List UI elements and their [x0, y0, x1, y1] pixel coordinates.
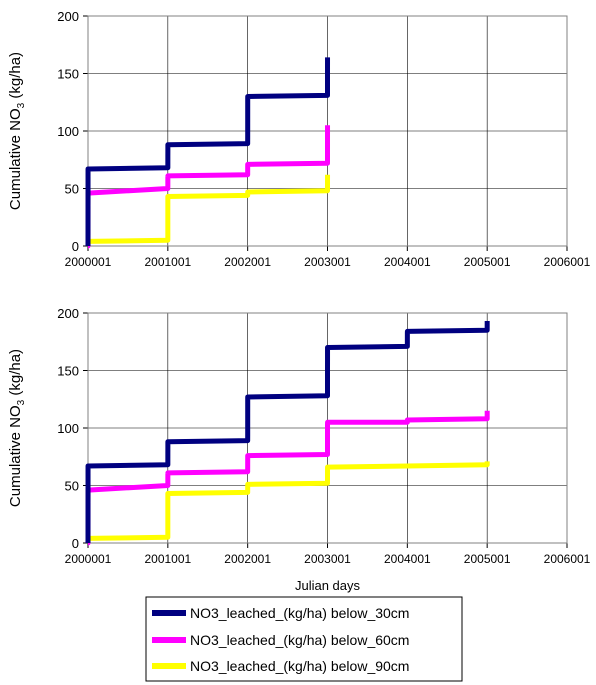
- legend-box: [145, 596, 463, 682]
- legend-label-30cm: NO3_leached_(kg/ha) below_30cm: [190, 605, 409, 621]
- y-axis-label-unit: (kg/ha): [7, 52, 24, 103]
- plot-border: [87, 312, 568, 544]
- y-tick-label: 200: [57, 306, 79, 321]
- series-line-90cm: [85, 460, 490, 544]
- y-axis-label: Cumulative NO3 (kg/ha): [7, 349, 27, 507]
- x-tick-label: 2002001: [224, 255, 271, 269]
- y-axis-label-unit: (kg/ha): [7, 349, 24, 400]
- y-axis-label: Cumulative NO3 (kg/ha): [7, 52, 27, 210]
- y-tick-label: 50: [65, 479, 79, 494]
- y-axis-label-subscript: 3: [16, 399, 27, 405]
- y-tick-label: 50: [65, 182, 79, 197]
- series-line-30cm: [85, 321, 490, 544]
- legend-label-90cm: NO3_leached_(kg/ha) below_90cm: [190, 658, 409, 674]
- plot-border: [87, 15, 568, 247]
- x-tick-label: 2000001: [65, 552, 112, 566]
- legend: NO3_leached_(kg/ha) below_30cm NO3_leach…: [145, 596, 463, 682]
- x-tick-label: 2003001: [304, 552, 351, 566]
- bottom-chart: 0 50 100 150 200 2000001 2001001 2002001 2003001…: [7, 306, 591, 593]
- y-axis-label-subscript: 3: [16, 102, 27, 108]
- legend-label-60cm: NO3_leached_(kg/ha) below_60cm: [190, 632, 409, 648]
- y-tick-label: 150: [57, 364, 79, 379]
- x-tick-label: 2005001: [464, 255, 511, 269]
- y-tick-label: 200: [57, 9, 79, 24]
- x-axis-label: Julian days: [295, 578, 361, 593]
- x-tick-label: 2001001: [144, 552, 191, 566]
- x-tick-label: 2001001: [144, 255, 191, 269]
- y-axis-label-main: Cumulative NO: [7, 405, 24, 507]
- x-tick-label: 2006001: [544, 255, 591, 269]
- y-tick-label: 0: [72, 239, 79, 254]
- x-tick-label: 2003001: [304, 255, 351, 269]
- x-tick-label: 2004001: [384, 255, 431, 269]
- x-tick-label: 2000001: [65, 255, 112, 269]
- x-tick-label: 2006001: [544, 552, 591, 566]
- y-axis-label-main: Cumulative NO: [7, 108, 24, 210]
- y-tick-label: 100: [57, 124, 79, 139]
- x-tick-label: 2005001: [464, 552, 511, 566]
- series-line-30cm: [85, 57, 331, 247]
- y-tick-label: 0: [72, 536, 79, 551]
- x-tick-label: 2004001: [384, 552, 431, 566]
- top-chart: 0 50 100 150 200 2000001 2001001 2002001 2003001…: [7, 9, 591, 269]
- y-tick-label: 150: [57, 67, 79, 82]
- x-tick-label: 2002001: [224, 552, 271, 566]
- y-tick-label: 100: [57, 421, 79, 436]
